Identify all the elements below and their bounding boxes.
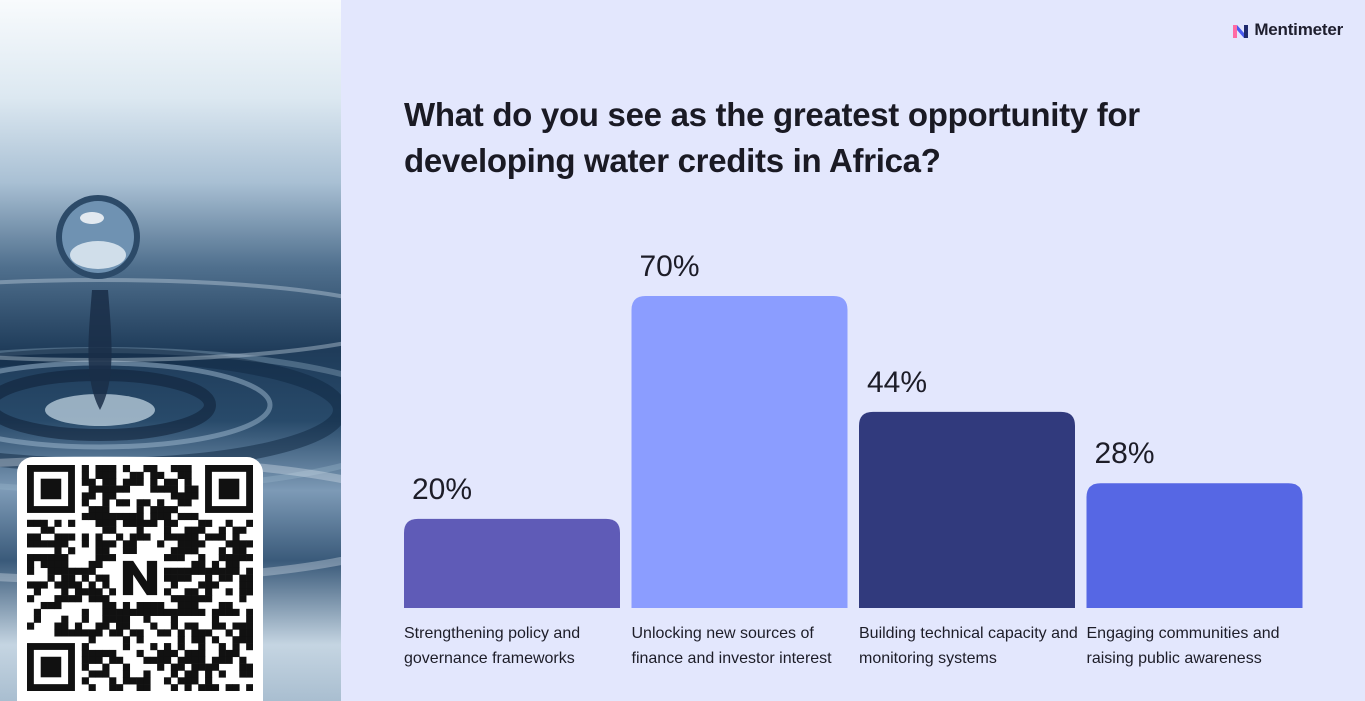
bar-value-label-1: 20% bbox=[412, 473, 472, 506]
mentimeter-brand: Mentimeter bbox=[1233, 20, 1343, 40]
bar-2 bbox=[631, 296, 848, 608]
bar-value-label-4: 28% bbox=[1095, 437, 1155, 470]
bar-value-label-3: 44% bbox=[867, 366, 927, 399]
background-photo-water-drop bbox=[0, 0, 341, 701]
qr-code-icon bbox=[27, 465, 253, 691]
category-label-3: Building technical capacity and monitori… bbox=[859, 625, 1078, 667]
bar-value-label-2: 70% bbox=[640, 250, 700, 283]
bar-3 bbox=[859, 411, 1075, 608]
brand-name: Mentimeter bbox=[1254, 20, 1343, 39]
category-label-1: Strengthening policy and governance fram… bbox=[404, 625, 581, 667]
qr-code-card[interactable] bbox=[17, 457, 263, 701]
mentimeter-logo-icon bbox=[1233, 24, 1249, 38]
question-title: What do you see as the greatest opportun… bbox=[404, 96, 1140, 179]
category-label-2: Unlocking new sources of finance and inv… bbox=[631, 625, 832, 667]
category-label-4: Engaging communities and raising public … bbox=[1086, 625, 1280, 667]
bar-1 bbox=[404, 518, 620, 608]
bar-4 bbox=[1086, 483, 1303, 608]
